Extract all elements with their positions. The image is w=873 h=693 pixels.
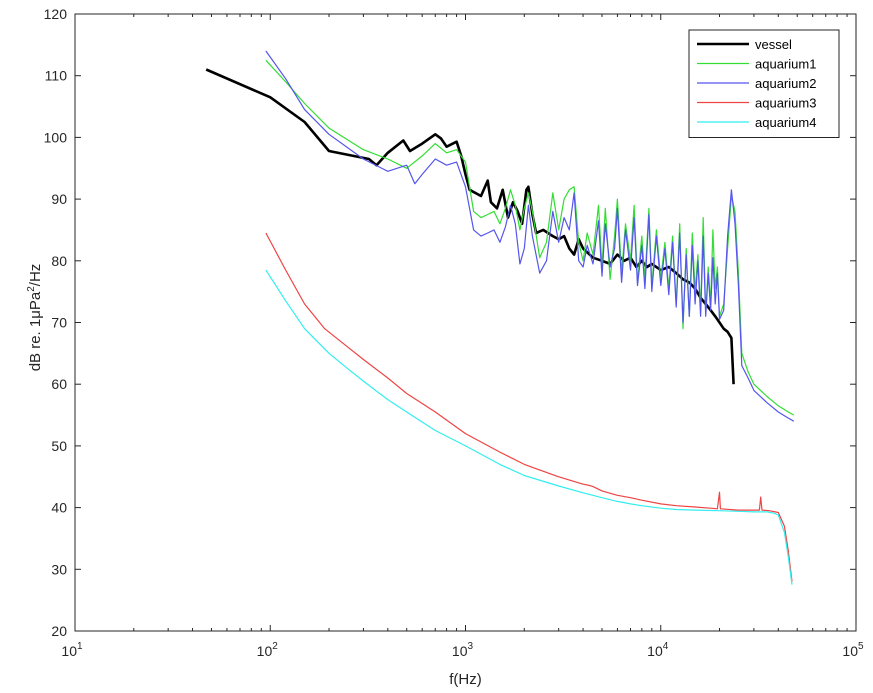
x-tick-label: 104 [647,641,669,659]
legend-label-aquarium4: aquarium4 [755,115,816,130]
x-tick-label-exp: 3 [468,641,474,652]
x-tick-label: 101 [61,641,83,659]
y-tick-label: 90 [51,191,67,207]
y-axis-label-pa: Pa [27,291,44,310]
y-tick-label: 70 [51,315,67,331]
legend-label-aquarium1: aquarium1 [755,57,816,72]
x-tick-label-base: 10 [452,643,468,659]
legend: vessel aquarium1 aquarium2 aquarium3 aquariu… [688,29,840,138]
x-tick-label-exp: 1 [77,641,83,652]
x-tick-label-base: 10 [647,643,663,659]
x-tick-label-exp: 2 [272,641,278,652]
y-axis-label-mu: μ [27,310,44,319]
y-tick-label: 20 [51,623,67,639]
series-line-aquarium3 [265,232,793,582]
series-layer [205,50,795,585]
y-tick-label: 80 [51,253,67,269]
x-tick-label: 103 [452,641,474,659]
x-tick-label: 102 [257,641,279,659]
y-tick-label: 30 [51,561,67,577]
x-axis-label: f(Hz) [449,671,482,688]
series-line-aquarium4 [265,269,793,585]
legend-label-aquarium2: aquarium2 [755,76,816,91]
y-axis-label-sup: 2 [26,286,37,292]
y-tick-label: 60 [51,376,67,392]
y-axis-label: dB re. 1μPa2/Hz [26,264,44,372]
series-line-aquarium2 [265,50,795,422]
x-tick-label-exp: 4 [663,641,669,652]
legend-label-aquarium3: aquarium3 [755,96,816,111]
y-tick-label: 110 [45,68,68,84]
x-tick-label-base: 10 [61,643,77,659]
x-tick-label-exp: 5 [858,641,864,652]
y-tick-label: 50 [51,438,67,454]
x-tick-label-base: 10 [257,643,273,659]
y-axis-label-main: dB re. 1 [27,319,44,372]
legend-box [688,29,840,138]
legend-label-vessel: vessel [755,37,792,52]
x-tick-label: 105 [842,641,864,659]
y-tick-label: 40 [51,500,67,516]
x-tick-label-base: 10 [842,643,858,659]
y-axis-label-tail: /Hz [27,264,44,287]
y-tick-label: 100 [44,129,68,145]
y-tick-label: 120 [44,6,68,22]
legend-items: vessel aquarium1 aquarium2 aquarium3 aquariu… [697,37,816,130]
